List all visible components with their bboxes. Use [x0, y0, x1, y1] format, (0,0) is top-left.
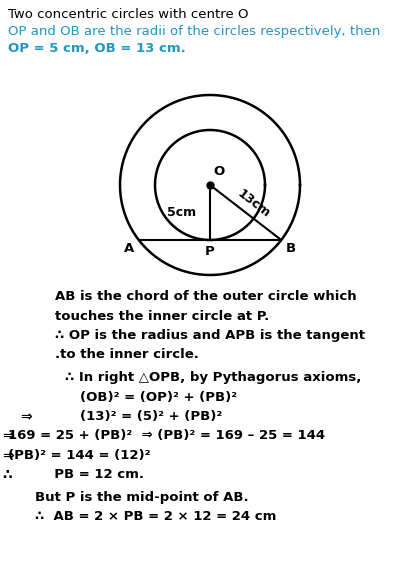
- Text: AB is the chord of the outer circle which: AB is the chord of the outer circle whic…: [55, 290, 356, 303]
- Text: Two concentric circles with centre O: Two concentric circles with centre O: [8, 8, 249, 21]
- Text: .to the inner circle.: .to the inner circle.: [55, 349, 199, 362]
- Text: PB = 12 cm.: PB = 12 cm.: [8, 468, 144, 481]
- Text: 13cm: 13cm: [235, 187, 273, 220]
- Text: OP and OB are the radii of the circles respectively, then: OP and OB are the radii of the circles r…: [8, 25, 381, 38]
- Text: ∴: ∴: [2, 468, 12, 483]
- Text: 169 = 25 + (PB)²  ⇒ (PB)² = 169 – 25 = 144: 169 = 25 + (PB)² ⇒ (PB)² = 169 – 25 = 14…: [8, 429, 325, 442]
- Text: ∴  AB = 2 × PB = 2 × 12 = 24 cm: ∴ AB = 2 × PB = 2 × 12 = 24 cm: [35, 510, 276, 523]
- Text: ∴ OP is the radius and APB is the tangent: ∴ OP is the radius and APB is the tangen…: [55, 329, 365, 342]
- Text: touches the inner circle at P.: touches the inner circle at P.: [55, 310, 269, 323]
- Text: ⇒: ⇒: [2, 429, 14, 443]
- Text: ⇒: ⇒: [20, 410, 32, 424]
- Text: ∴ In right △OPB, by Pythagorus axioms,: ∴ In right △OPB, by Pythagorus axioms,: [65, 371, 361, 384]
- Text: But P is the mid-point of AB.: But P is the mid-point of AB.: [35, 491, 249, 504]
- Text: 5cm: 5cm: [167, 206, 196, 219]
- Text: (OB)² = (OP)² + (PB)²: (OB)² = (OP)² + (PB)²: [80, 391, 237, 404]
- Text: B: B: [286, 242, 296, 255]
- Text: P: P: [205, 245, 215, 258]
- Text: OP = 5 cm, OB = 13 cm.: OP = 5 cm, OB = 13 cm.: [8, 42, 186, 55]
- Text: (13)² = (5)² + (PB)²: (13)² = (5)² + (PB)²: [80, 410, 222, 423]
- Text: ⇒: ⇒: [2, 449, 14, 463]
- Text: O: O: [213, 165, 224, 178]
- Text: (PB)² = 144 = (12)²: (PB)² = 144 = (12)²: [8, 449, 150, 462]
- Text: A: A: [124, 242, 134, 255]
